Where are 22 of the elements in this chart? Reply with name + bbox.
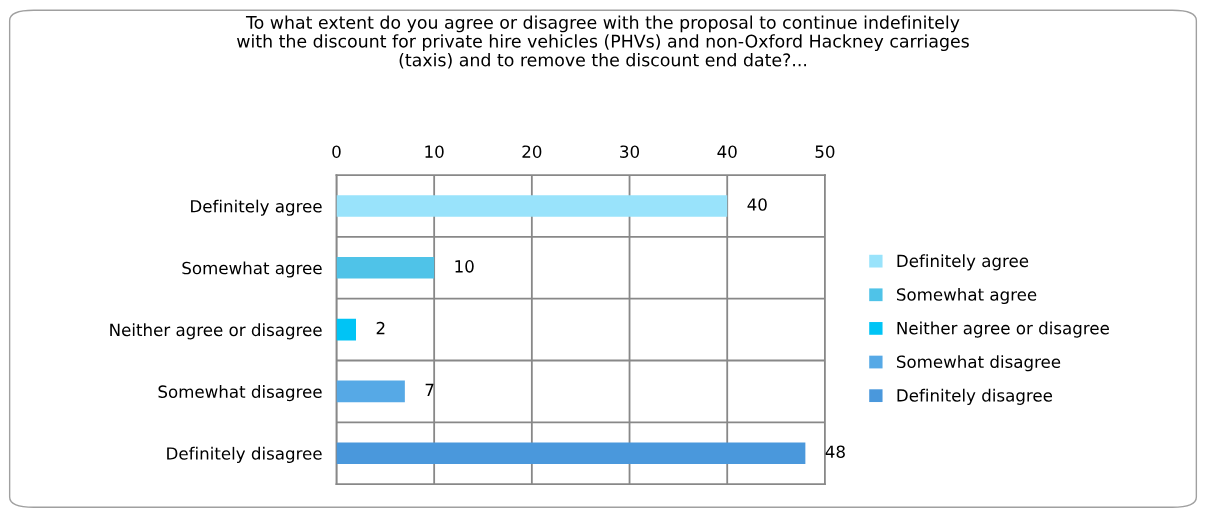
legend-label: Definitely disagree (897, 388, 1053, 405)
legend-label: Neither agree or disagree (897, 321, 1109, 338)
legend-label: Somewhat disagree (896, 355, 1061, 372)
y-tick-label: Definitely agree (191, 199, 322, 216)
x-tick-label: 40 (717, 145, 737, 158)
data-label: 48 (825, 445, 845, 459)
y-tick-label: Neither agree or disagree (110, 323, 322, 340)
x-tick-label: 30 (620, 145, 640, 158)
data-label: 2 (376, 321, 385, 335)
legend-label: Somewhat agree (896, 287, 1037, 305)
data-label: 10 (455, 260, 474, 273)
y-tick-label: Somewhat disagree (158, 385, 322, 402)
x-tick-label: 20 (522, 145, 542, 158)
data-label: 7 (425, 383, 434, 396)
data-label: 40 (747, 198, 767, 211)
y-tick-label: Somewhat agree (182, 261, 322, 278)
x-tick-label: 50 (815, 145, 835, 158)
x-tick-label: 0 (332, 145, 341, 158)
legend-label: Definitely agree (897, 254, 1029, 271)
chart-title: To what extent do you agree or disagree with the proposal to continue indefinitely with the discount for private hire vehicles (PHVs) and non-Oxford Hackney carriages (taxis) and to remove the discount end date?... (237, 15, 969, 69)
x-tick-label: 10 (425, 145, 444, 158)
y-tick-label: Definitely disagree (167, 446, 322, 463)
